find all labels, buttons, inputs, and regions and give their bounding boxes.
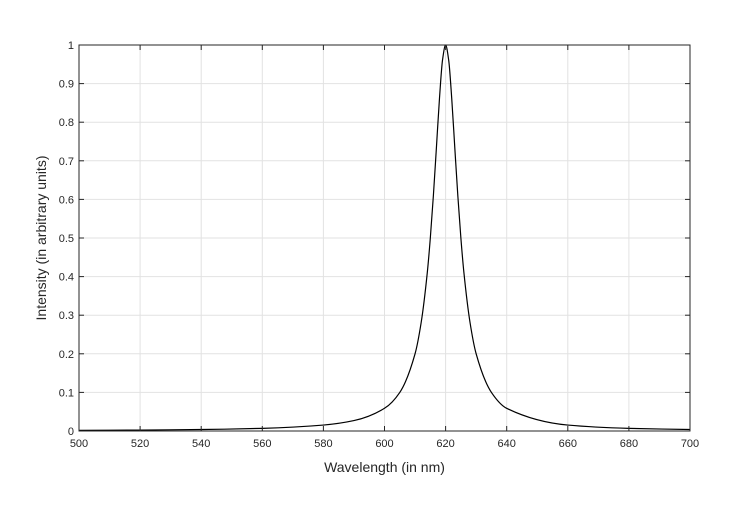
ticks — [78, 44, 691, 432]
x-tick-label: 600 — [375, 438, 393, 450]
grid — [79, 45, 690, 431]
x-axis-label: Wavelength (in nm) — [324, 459, 445, 475]
x-tick-label: 520 — [131, 438, 149, 450]
x-tick-labels: 500 520 540 560 580 600 620 640 660 680 700 — [70, 438, 699, 450]
y-tick-label: 0.4 — [59, 272, 74, 284]
x-tick-label: 560 — [253, 438, 271, 450]
series-line — [78, 44, 691, 431]
y-tick-label: 0.1 — [59, 387, 74, 399]
x-tick-label: 680 — [620, 438, 638, 450]
y-tick-label: 0.3 — [59, 310, 74, 322]
x-tick-label: 700 — [681, 438, 699, 450]
y-tick-labels: 0 0.1 0.2 0.3 0.4 0.5 0.6 0.7 0.8 0.9 1 — [59, 40, 74, 438]
y-tick-label: 0 — [68, 426, 74, 438]
y-tick-label: 1 — [68, 40, 74, 52]
y-tick-label: 0.8 — [59, 117, 74, 129]
x-tick-label: 500 — [70, 438, 88, 450]
y-tick-label: 0.6 — [59, 194, 74, 206]
x-tick-label: 640 — [498, 438, 516, 450]
x-tick-label: 540 — [192, 438, 210, 450]
x-tick-label: 580 — [314, 438, 332, 450]
y-tick-label: 0.9 — [59, 79, 74, 91]
x-tick-label: 620 — [436, 438, 454, 450]
series-layer — [78, 44, 691, 431]
y-tick-label: 0.2 — [59, 349, 74, 361]
y-axis-label: Intensity (in arbitrary units) — [33, 156, 49, 321]
y-tick-label: 0.7 — [59, 156, 74, 168]
y-tick-label: 0.5 — [59, 233, 74, 245]
x-tick-label: 660 — [559, 438, 577, 450]
